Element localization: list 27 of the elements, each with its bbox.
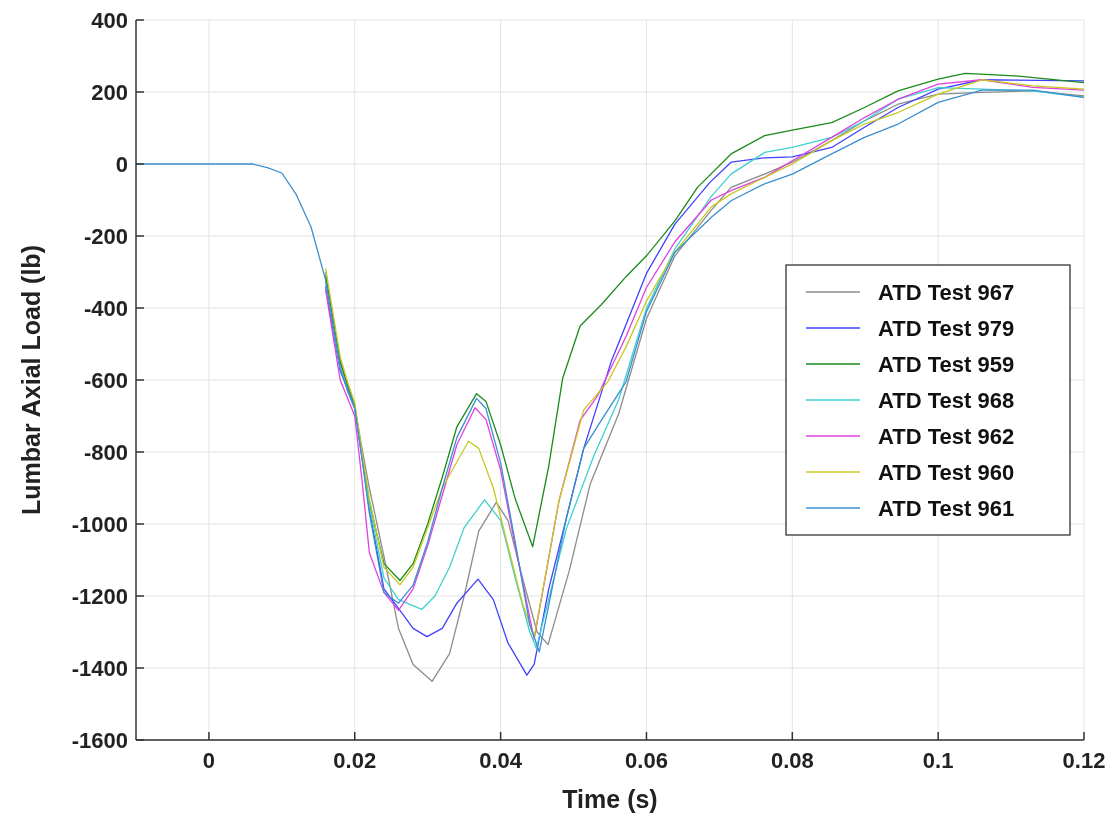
y-tick-label: 200 [91,79,128,105]
y-tick-label: -800 [83,439,128,465]
legend-label: ATD Test 961 [878,495,1015,521]
legend-label: ATD Test 962 [878,423,1015,449]
y-tick-label: -1000 [71,511,128,537]
y-tick-label: -1200 [71,583,128,609]
x-tick-label: 0.06 [625,748,668,773]
y-tick-label: 0 [115,151,128,177]
legend-label: ATD Test 967 [878,279,1015,305]
y-tick-label: -200 [83,223,128,249]
x-tick-label: 0.02 [333,748,377,773]
legend-label: ATD Test 960 [878,459,1015,485]
y-tick-label: -600 [83,367,128,393]
y-tick-label: 400 [91,7,128,33]
y-tick-label: -1600 [71,727,128,753]
x-tick-label: 0.12 [1062,748,1106,773]
y-axis-title: Lumbar Axial Load (lb) [17,245,45,515]
legend-label: ATD Test 959 [878,351,1015,377]
y-tick-label: -1400 [71,655,128,681]
x-tick-label: 0 [202,748,216,773]
x-tick-label: 0.08 [770,748,814,773]
x-tick-label: 0.1 [922,748,954,773]
x-axis-title: Time (s) [562,785,658,813]
x-tick-label: 0.04 [479,748,523,773]
y-tick-label: -400 [83,295,128,321]
legend-label: ATD Test 968 [878,387,1015,413]
legend-label: ATD Test 979 [878,315,1015,341]
